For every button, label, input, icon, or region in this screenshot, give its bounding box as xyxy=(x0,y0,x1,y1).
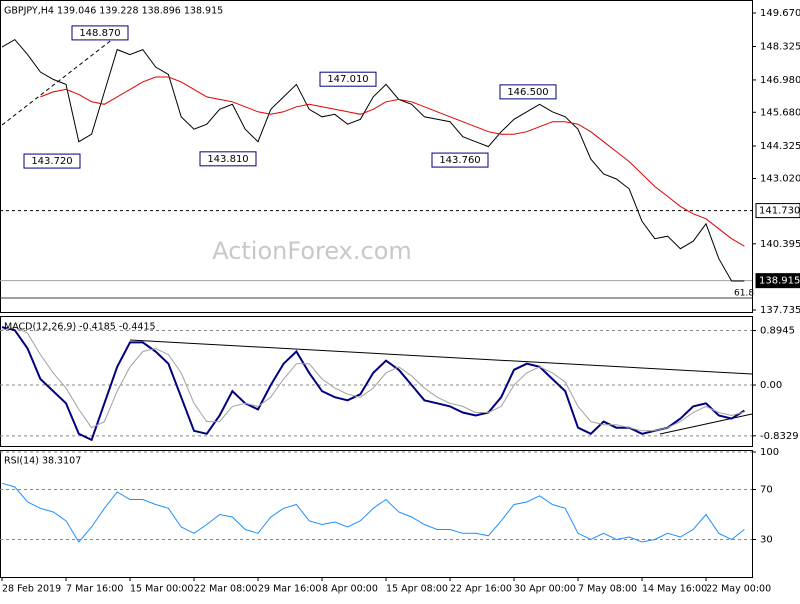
y-tick-label: -0.8329 xyxy=(760,431,799,442)
panel-frame xyxy=(0,450,753,578)
annotation-box xyxy=(319,71,377,87)
panel-title: GBPJPY,H4 139.046 139.228 138.896 138.91… xyxy=(4,6,223,17)
series-line xyxy=(40,76,745,247)
annotation-box xyxy=(431,152,489,168)
macd-trend-line xyxy=(129,339,753,375)
x-tick-label: 7 May 08:00 xyxy=(578,584,637,595)
x-tick-label: 15 Mar 00:00 xyxy=(130,584,193,595)
y-tick-label: 30 xyxy=(760,535,773,546)
x-tick-label: 22 May 00:00 xyxy=(706,584,771,595)
annotation-label: 143.760 xyxy=(439,155,480,166)
level-label: 141.730 xyxy=(759,206,800,217)
fib-label: 61.8 xyxy=(734,288,754,298)
y-tick-label: 100 xyxy=(760,447,779,458)
y-tick-label: 70 xyxy=(760,485,773,496)
x-tick-label: 22 Apr 16:00 xyxy=(450,584,512,595)
annotation-label: 148.870 xyxy=(79,28,120,39)
x-tick-label: 28 Feb 2019 xyxy=(2,584,61,595)
x-tick-label: 7 Mar 16:00 xyxy=(66,584,123,595)
y-tick-label: 144.325 xyxy=(760,141,800,152)
annotation-box xyxy=(199,151,257,167)
y-tick-label: 0.8945 xyxy=(760,326,795,337)
x-tick-label: 29 Mar 16:00 xyxy=(258,584,321,595)
series-line xyxy=(1,482,745,543)
annotation-label: 146.500 xyxy=(507,87,548,98)
annotation-box xyxy=(499,84,557,100)
panel-frame xyxy=(0,0,753,313)
y-tick-label: 137.735 xyxy=(760,305,800,316)
annotation-box xyxy=(23,153,81,169)
panel-title: RSI(14) 38.3107 xyxy=(4,456,81,467)
series-line xyxy=(1,326,745,432)
level-label: 138.915 xyxy=(759,276,800,287)
annotation-label: 147.010 xyxy=(327,74,368,85)
series-line xyxy=(1,38,745,282)
annotation-label: 143.810 xyxy=(207,154,248,165)
y-tick-label: 140.395 xyxy=(760,239,800,250)
y-tick-label: 143.020 xyxy=(760,173,800,184)
y-tick-label: 0.00 xyxy=(760,380,782,391)
y-tick-label: 145.680 xyxy=(760,107,800,118)
panel-title: MACD(12,26,9) -0.4185 -0.4415 xyxy=(4,322,156,333)
trend-line xyxy=(1,34,119,126)
panel-frame xyxy=(0,316,753,447)
series-line xyxy=(1,326,745,442)
level-box xyxy=(755,273,800,289)
y-tick-label: 149.670 xyxy=(760,8,800,19)
x-tick-label: 15 Apr 08:00 xyxy=(386,584,448,595)
watermark: ActionForex.com xyxy=(212,237,412,265)
x-tick-label: 22 Mar 08:00 xyxy=(194,584,257,595)
macd-trend-line xyxy=(659,413,753,435)
annotation-box xyxy=(71,25,129,41)
y-tick-label: 146.980 xyxy=(760,75,800,86)
level-box xyxy=(755,203,800,219)
y-tick-label: 148.325 xyxy=(760,41,800,52)
annotation-label: 143.720 xyxy=(31,156,72,167)
x-tick-label: 8 Apr 00:00 xyxy=(322,584,378,595)
x-tick-label: 14 May 16:00 xyxy=(642,584,707,595)
x-tick-label: 30 Apr 00:00 xyxy=(514,584,576,595)
